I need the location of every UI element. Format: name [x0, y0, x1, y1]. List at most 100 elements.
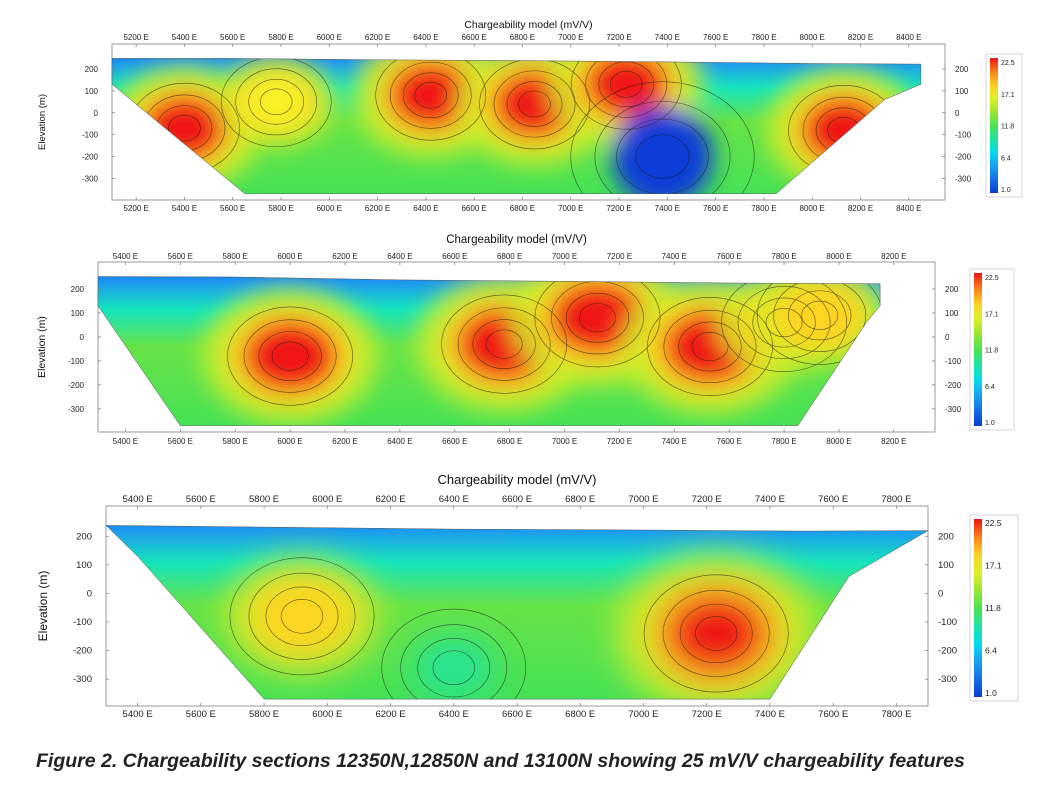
contour [227, 306, 353, 406]
x-tick-label-top: 7000 E [552, 252, 577, 261]
contour [570, 81, 755, 194]
y-tick-label-left: -200 [73, 646, 92, 657]
x-tick-label-top: 6600 E [442, 252, 467, 261]
x-tick-label-bottom: 5600 E [186, 709, 216, 720]
colorbar-tick-label: 22.5 [985, 518, 1002, 528]
contour [598, 61, 655, 108]
contour [229, 557, 375, 676]
anomaly-core [662, 590, 770, 677]
x-tick-label-top: 5800 E [223, 252, 248, 261]
x-tick-label-top: 7200 E [607, 252, 632, 261]
contour [662, 589, 770, 677]
x-tick-label-bottom: 7400 E [655, 204, 680, 213]
y-tick-label-right: 200 [938, 531, 954, 542]
colorbar-tick-label: 17.1 [1001, 92, 1015, 99]
y-tick-label-left: 100 [76, 560, 92, 571]
chargeability-field [106, 525, 928, 700]
x-tick-label-top: 6200 E [332, 252, 357, 261]
contour [493, 70, 576, 138]
chargeability-field [98, 276, 881, 426]
colorbar-tick-label: 6.4 [985, 384, 995, 391]
contour [389, 61, 472, 129]
x-tick-label-bottom: 5200 E [123, 204, 148, 213]
contour [534, 276, 661, 368]
x-tick-label-top: 8400 E [896, 33, 921, 42]
y-tick-label-right: -200 [955, 153, 972, 162]
contour [168, 114, 201, 142]
x-tick-label-top: 5400 E [113, 252, 138, 261]
x-tick-label-top: 6000 E [312, 494, 342, 505]
colorbar-tick-label: 6.4 [985, 646, 997, 656]
colorbar-tick-label: 17.1 [985, 561, 1002, 571]
x-tick-label-top: 6800 E [510, 33, 535, 42]
x-tick-label-bottom: 7400 E [755, 709, 785, 720]
y-tick-label-right: 0 [938, 588, 943, 599]
colorbar-tick-label: 11.8 [985, 348, 998, 355]
contour [220, 58, 332, 148]
y-tick-label-left: -100 [82, 131, 99, 140]
x-tick-label-bottom: 6600 E [442, 437, 467, 446]
contour [756, 276, 881, 365]
contour [485, 329, 523, 359]
y-axis-label: Elevation (m) [36, 316, 48, 378]
contour [678, 321, 742, 372]
x-tick-label-bottom: 6800 E [510, 204, 535, 213]
contour [579, 303, 616, 333]
contour [280, 599, 324, 634]
x-tick-label-top: 6000 E [317, 33, 342, 42]
x-tick-label-top: 5200 E [123, 33, 148, 42]
contour [721, 276, 847, 373]
chart-title: Chargeability model (mV/V) [464, 19, 592, 31]
x-tick-label-top: 6600 E [461, 33, 486, 42]
contour [248, 572, 356, 660]
y-tick-label-right: 200 [955, 65, 969, 74]
x-tick-label-top: 6400 E [439, 494, 469, 505]
x-tick-label-top: 6800 E [497, 252, 522, 261]
colorbar [974, 273, 982, 426]
y-tick-label-left: 200 [85, 65, 99, 74]
x-tick-label-bottom: 6600 E [502, 709, 532, 720]
x-tick-label-bottom: 7600 E [703, 204, 728, 213]
x-tick-label-bottom: 6000 E [312, 709, 342, 720]
chargeability-section-1: Chargeability model (mV/V) 5200 E 5200 E 54… [0, 0, 1048, 230]
x-tick-label-bottom: 6200 E [375, 709, 405, 720]
x-tick-label-bottom: 7400 E [662, 437, 687, 446]
x-tick-label-bottom: 6800 E [497, 437, 522, 446]
y-tick-label-right: 200 [945, 285, 959, 294]
colorbar-tick-label: 6.4 [1001, 155, 1011, 162]
y-tick-label-right: -200 [938, 646, 957, 657]
x-tick-label-bottom: 6400 E [387, 437, 412, 446]
contour [695, 616, 738, 651]
x-tick-label-top: 6400 E [413, 33, 438, 42]
anomaly-core [611, 106, 714, 194]
y-tick-label-left: -100 [68, 357, 85, 366]
contour [737, 285, 831, 360]
y-tick-label-left: 0 [94, 109, 99, 118]
anomaly-core [412, 636, 495, 700]
contour [788, 290, 852, 341]
contour [518, 90, 551, 118]
y-tick-label-right: -100 [945, 357, 962, 366]
contour [585, 58, 668, 118]
x-tick-label-bottom: 6000 E [277, 437, 302, 446]
x-tick-label-top: 8000 E [800, 33, 825, 42]
section-outline [105, 525, 929, 700]
x-tick-label-bottom: 6200 E [332, 437, 357, 446]
x-tick-label-top: 7800 E [771, 252, 796, 261]
y-axis-label: Elevation (m) [37, 94, 48, 150]
y-tick-label-right: -200 [945, 381, 962, 390]
x-tick-label-bottom: 5800 E [249, 709, 279, 720]
x-tick-label-bottom: 6800 E [565, 709, 595, 720]
contour [259, 88, 293, 116]
contour [271, 341, 309, 371]
x-tick-label-top: 6000 E [277, 252, 302, 261]
colorbar-tick-label: 17.1 [985, 311, 999, 318]
x-tick-label-bottom: 8200 E [881, 437, 906, 446]
contour [243, 319, 337, 393]
figure-caption: Figure 2. Chargeability sections 12350N,… [36, 750, 965, 772]
x-tick-label-top: 6600 E [502, 494, 532, 505]
section-outline [97, 276, 881, 426]
contour [565, 292, 630, 343]
x-tick-label-bottom: 8200 E [848, 204, 873, 213]
y-tick-label-left: 100 [71, 309, 85, 318]
